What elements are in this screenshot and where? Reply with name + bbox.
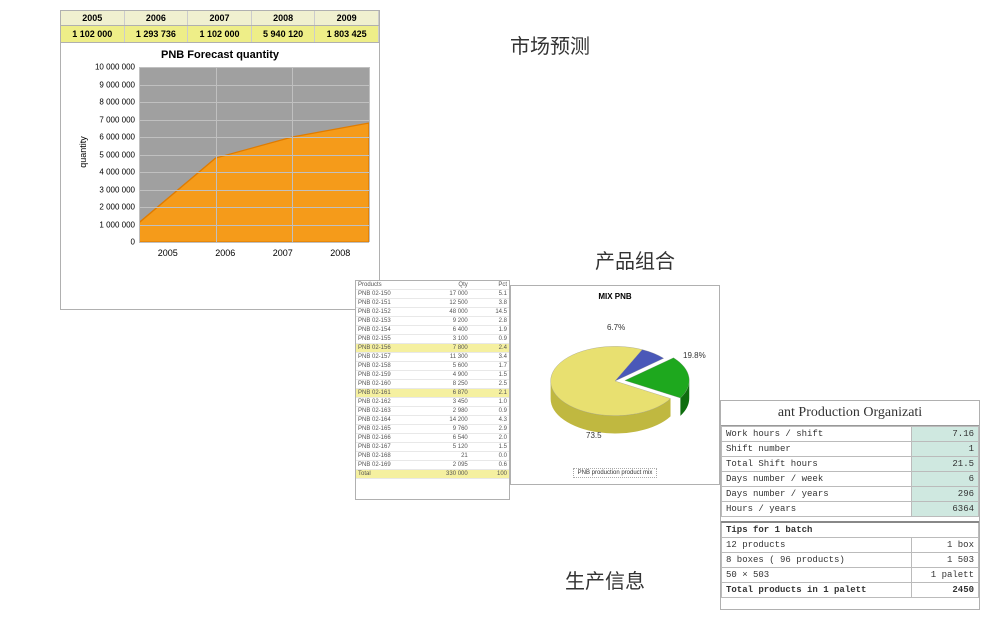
forecast-ytick-8: 8 000 000 <box>91 98 135 107</box>
forecast-ytick-3: 3 000 000 <box>91 185 135 194</box>
mix-spreadsheet: ProductsQtyPctPNB 02-15017 0005.1PNB 02-… <box>355 280 510 500</box>
prod-tip-0: 12 products1 box <box>722 538 979 553</box>
forecast-year-4: 2009 <box>315 11 379 25</box>
forecast-xtick-2: 2007 <box>254 244 312 262</box>
forecast-total-2: 1 102 000 <box>188 26 252 42</box>
mix-row-10: PNB 02-1594 9001.5 <box>356 371 509 380</box>
forecast-chart: quantity 2005200620072008 01 000 0002 00… <box>91 67 369 262</box>
forecast-xaxis: 2005200620072008 <box>139 244 369 262</box>
prod-tips-header: Tips for 1 batch <box>722 522 979 538</box>
mix-row-21: Total330 000100 <box>356 470 509 479</box>
heading-forecast: 市场预测 <box>510 30 590 59</box>
forecast-year-3: 2008 <box>252 11 316 25</box>
production-table: Work hours / shift7.16Shift number1Total… <box>721 426 979 598</box>
mix-row-6: PNB 02-1553 1000.9 <box>356 335 509 344</box>
production-title: ant Production Organizati <box>721 401 979 426</box>
heading-mix: 产品组合 <box>595 245 675 274</box>
mix-row-12: PNB 02-1616 8702.1 <box>356 389 509 398</box>
mix-row-14: PNB 02-1632 9800.9 <box>356 407 509 416</box>
prod-tip-2: 50 × 5031 palett <box>722 568 979 583</box>
mix-row-0: ProductsQtyPct <box>356 281 509 290</box>
forecast-year-row: 20052006200720082009 <box>61 11 379 26</box>
mix-pie-legend: PNB production product mix <box>573 468 658 478</box>
mix-row-11: PNB 02-1608 2502.5 <box>356 380 509 389</box>
mix-pie-panel: MIX PNB 6.7% 19.8% 73.5 PNB production p… <box>510 285 720 485</box>
forecast-panel: 20052006200720082009 1 102 0001 293 7361… <box>60 10 380 310</box>
forecast-plot <box>139 67 369 242</box>
prod-row-5: Hours / years6364 <box>722 502 979 517</box>
production-panel: ant Production Organizati Work hours / s… <box>720 400 980 610</box>
forecast-ytick-4: 4 000 000 <box>91 168 135 177</box>
forecast-ylabel: quantity <box>78 136 88 168</box>
forecast-ytick-6: 6 000 000 <box>91 133 135 142</box>
prod-row-4: Days number / years296 <box>722 487 979 502</box>
forecast-total-row: 1 102 0001 293 7361 102 0005 940 1201 80… <box>61 26 379 43</box>
prod-tip-1: 8 boxes ( 96 products)1 503 <box>722 553 979 568</box>
forecast-year-1: 2006 <box>125 11 189 25</box>
forecast-year-0: 2005 <box>61 11 125 25</box>
mix-row-1: PNB 02-15017 0005.1 <box>356 290 509 299</box>
mix-row-19: PNB 02-168210.0 <box>356 452 509 461</box>
forecast-xtick-3: 2008 <box>312 244 370 262</box>
mix-row-3: PNB 02-15248 00014.5 <box>356 308 509 317</box>
prod-row-0: Work hours / shift7.16 <box>722 427 979 442</box>
prod-row-1: Shift number1 <box>722 442 979 457</box>
forecast-ytick-5: 5 000 000 <box>91 150 135 159</box>
prod-row-2: Total Shift hours21.5 <box>722 457 979 472</box>
mix-row-13: PNB 02-1623 4501.0 <box>356 398 509 407</box>
forecast-ytick-0: 0 <box>91 238 135 247</box>
forecast-ytick-2: 2 000 000 <box>91 203 135 212</box>
prod-row-3: Days number / week6 <box>722 472 979 487</box>
heading-production: 生产信息 <box>565 565 645 594</box>
mix-row-16: PNB 02-1659 7602.9 <box>356 425 509 434</box>
mix-row-7: PNB 02-1567 8002.4 <box>356 344 509 353</box>
mix-row-17: PNB 02-1666 5402.0 <box>356 434 509 443</box>
forecast-year-2: 2007 <box>188 11 252 25</box>
mix-row-4: PNB 02-1539 2002.8 <box>356 317 509 326</box>
forecast-ytick-1: 1 000 000 <box>91 220 135 229</box>
prod-tip-3: Total products in 1 palett2450 <box>722 583 979 598</box>
forecast-ytick-10: 10 000 000 <box>91 63 135 72</box>
forecast-total-1: 1 293 736 <box>125 26 189 42</box>
mix-pie-chart: 6.7% 19.8% 73.5 <box>511 301 719 461</box>
mix-row-18: PNB 02-1675 1201.5 <box>356 443 509 452</box>
forecast-total-0: 1 102 000 <box>61 26 125 42</box>
mix-row-9: PNB 02-1585 6001.7 <box>356 362 509 371</box>
forecast-total-4: 1 803 425 <box>315 26 379 42</box>
mix-row-2: PNB 02-15112 5003.8 <box>356 299 509 308</box>
forecast-total-3: 5 940 120 <box>252 26 316 42</box>
forecast-ytick-9: 9 000 000 <box>91 80 135 89</box>
forecast-xtick-0: 2005 <box>139 244 197 262</box>
mix-row-20: PNB 02-1692 0950.6 <box>356 461 509 470</box>
pie-label-0: 73.5 <box>586 431 602 440</box>
mix-pie-title: MIX PNB <box>511 286 719 301</box>
mix-row-5: PNB 02-1546 4001.9 <box>356 326 509 335</box>
mix-row-15: PNB 02-16414 2004.3 <box>356 416 509 425</box>
mix-row-8: PNB 02-15711 3003.4 <box>356 353 509 362</box>
forecast-ytick-7: 7 000 000 <box>91 115 135 124</box>
pie-label-1: 19.8% <box>683 351 706 360</box>
pie-label-2: 6.7% <box>607 323 625 332</box>
forecast-xtick-1: 2006 <box>197 244 255 262</box>
